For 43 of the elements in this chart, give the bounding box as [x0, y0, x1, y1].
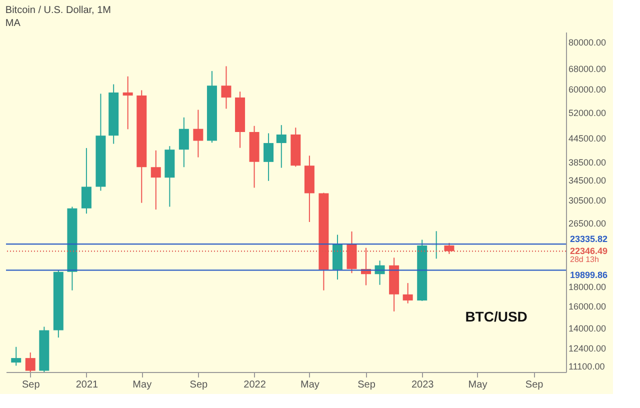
y-tick-label: 30500.00 — [568, 196, 606, 206]
y-tick-label: 16000.00 — [568, 301, 606, 312]
x-tick-label: Sep — [190, 380, 208, 390]
candlestick — [444, 242, 454, 254]
y-tick-label: 52000.00 — [568, 108, 606, 118]
y-tick-label: 12400.00 — [568, 343, 606, 354]
x-tick-label: 2021 — [76, 380, 99, 390]
candlestick — [122, 76, 133, 130]
candlestick — [221, 66, 232, 110]
x-tick-label: 2022 — [244, 380, 266, 390]
ref-line-label: 23335.82 — [570, 234, 608, 244]
candlestick — [11, 346, 22, 366]
x-tick-label: May — [468, 380, 488, 390]
candlestick — [402, 282, 413, 304]
x-tick-label: May — [132, 380, 152, 390]
ref-line-label: 19899.86 — [570, 270, 608, 280]
y-tick-label: 80000.00 — [568, 37, 606, 48]
y-tick-label: 14000.00 — [568, 323, 606, 334]
y-tick-label: 44500.00 — [568, 134, 606, 144]
y-tick-label: 26500.00 — [568, 218, 606, 229]
y-tick-label: 60000.00 — [568, 84, 606, 95]
x-tick-label: May — [300, 380, 320, 390]
y-tick-label: 38500.00 — [568, 157, 606, 168]
candlestick — [150, 150, 161, 210]
x-tick-label: Sep — [22, 380, 40, 390]
candlestick — [81, 148, 92, 214]
ref-line-label: 22346.49 — [570, 246, 608, 256]
y-tick-label: 11100.00 — [568, 361, 605, 372]
y-tick-label: 34500.00 — [568, 175, 606, 186]
candlestick — [276, 124, 286, 168]
annotation: BTC/USD — [465, 308, 528, 325]
chart-title: Bitcoin / U.S. Dollar, 1M — [5, 5, 111, 16]
candlestick — [25, 352, 36, 372]
x-tick-label: 2023 — [411, 380, 434, 390]
candlestick — [264, 132, 274, 182]
candlestick — [193, 109, 204, 158]
x-tick-label: Sep — [525, 380, 544, 390]
x-tick-label: Sep — [358, 380, 376, 390]
text: 28d 13h — [570, 255, 599, 264]
y-tick-label: 18000.00 — [568, 282, 606, 292]
y-tick-label: 68000.00 — [568, 64, 606, 74]
candlestick — [178, 116, 189, 168]
chart-subtitle: MA — [5, 18, 21, 29]
